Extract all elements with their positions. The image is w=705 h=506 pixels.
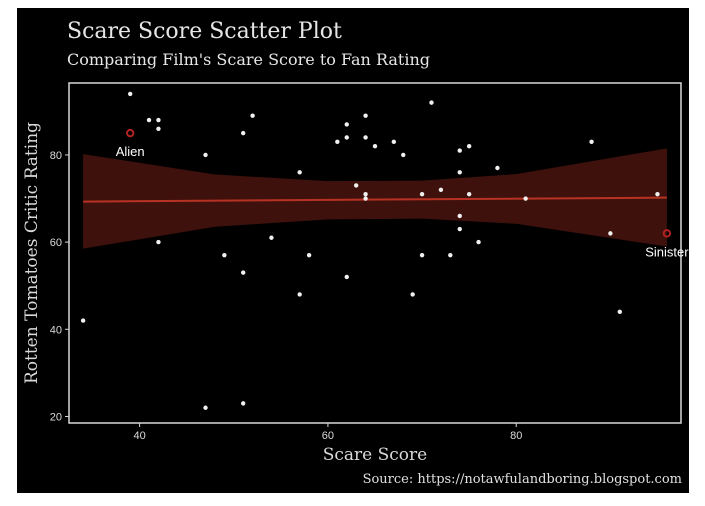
x-tick-label: 40 bbox=[133, 430, 145, 442]
y-tick-label: 80 bbox=[50, 150, 62, 162]
data-point bbox=[240, 270, 246, 275]
chart: Scare Score Scatter Plot Comparing Film'… bbox=[17, 8, 689, 493]
plot-panel bbox=[68, 82, 682, 424]
trend-line bbox=[83, 196, 667, 203]
data-point bbox=[608, 231, 613, 236]
data-point bbox=[363, 113, 368, 118]
y-tick-label: 40 bbox=[50, 324, 62, 336]
data-point bbox=[156, 117, 161, 123]
data-point bbox=[655, 191, 660, 197]
confidence-band-layer bbox=[83, 148, 667, 249]
y-tick-label: 20 bbox=[50, 411, 62, 423]
data-point bbox=[457, 148, 462, 153]
data-point bbox=[269, 235, 274, 240]
trend-line-layer bbox=[83, 196, 667, 203]
data-point bbox=[156, 126, 161, 131]
data-point bbox=[495, 165, 500, 171]
chart-title: Scare Score Scatter Plot bbox=[67, 19, 342, 44]
data-point bbox=[203, 405, 208, 410]
y-tick-label: 60 bbox=[50, 237, 62, 249]
data-point bbox=[410, 292, 415, 297]
data-point bbox=[240, 130, 246, 136]
data-point bbox=[363, 135, 368, 140]
data-point bbox=[466, 191, 472, 197]
data-point bbox=[306, 252, 312, 258]
data-point bbox=[457, 213, 462, 219]
data-point bbox=[523, 196, 528, 201]
x-axis-ticks: 40 60 80 bbox=[133, 423, 522, 442]
highlight-layer: Alien Sinister bbox=[116, 128, 689, 259]
highlight-point bbox=[126, 128, 135, 138]
data-point bbox=[344, 274, 349, 280]
data-point bbox=[240, 401, 246, 406]
points-layer bbox=[80, 91, 660, 410]
source-caption: Source: https://notawfulandboring.blogsp… bbox=[363, 472, 682, 487]
y-axis-ticks: 20 40 60 80 bbox=[50, 150, 69, 423]
highlight-label: Sinister bbox=[645, 244, 689, 259]
scatter-plot: Scare Score Scatter Plot Comparing Film'… bbox=[22, 19, 689, 487]
data-point bbox=[457, 226, 462, 232]
data-point bbox=[344, 135, 349, 140]
y-axis-label: Rotten Tomatoes Critic Rating bbox=[22, 122, 42, 384]
data-point bbox=[363, 191, 368, 197]
data-point bbox=[438, 187, 444, 192]
x-tick-label: 60 bbox=[322, 430, 334, 442]
x-axis-label: Scare Score bbox=[323, 445, 427, 465]
data-point bbox=[250, 113, 255, 118]
data-point bbox=[363, 196, 368, 201]
data-point bbox=[146, 117, 152, 123]
data-point bbox=[128, 91, 133, 97]
data-point bbox=[457, 170, 462, 175]
chart-subtitle: Comparing Film's Scare Score to Fan Rati… bbox=[67, 50, 430, 69]
data-point bbox=[419, 191, 425, 197]
x-tick-label: 80 bbox=[510, 430, 522, 442]
data-point bbox=[419, 252, 425, 258]
data-point bbox=[344, 122, 349, 127]
data-point bbox=[589, 139, 594, 145]
data-point bbox=[617, 309, 622, 315]
highlight-label: Alien bbox=[116, 144, 145, 159]
data-point bbox=[80, 318, 86, 323]
data-point bbox=[203, 152, 208, 158]
data-point bbox=[401, 152, 406, 158]
confidence-band bbox=[83, 148, 667, 249]
data-point bbox=[353, 183, 359, 188]
data-point bbox=[372, 144, 378, 149]
data-point bbox=[476, 239, 481, 245]
data-point bbox=[222, 252, 227, 258]
data-point bbox=[335, 139, 340, 145]
data-point bbox=[448, 252, 453, 258]
data-point bbox=[429, 100, 434, 105]
data-point bbox=[297, 292, 302, 297]
data-point bbox=[391, 139, 397, 145]
data-point bbox=[156, 239, 161, 245]
highlight-point bbox=[662, 229, 672, 238]
data-point bbox=[466, 144, 472, 149]
data-point bbox=[297, 170, 302, 175]
